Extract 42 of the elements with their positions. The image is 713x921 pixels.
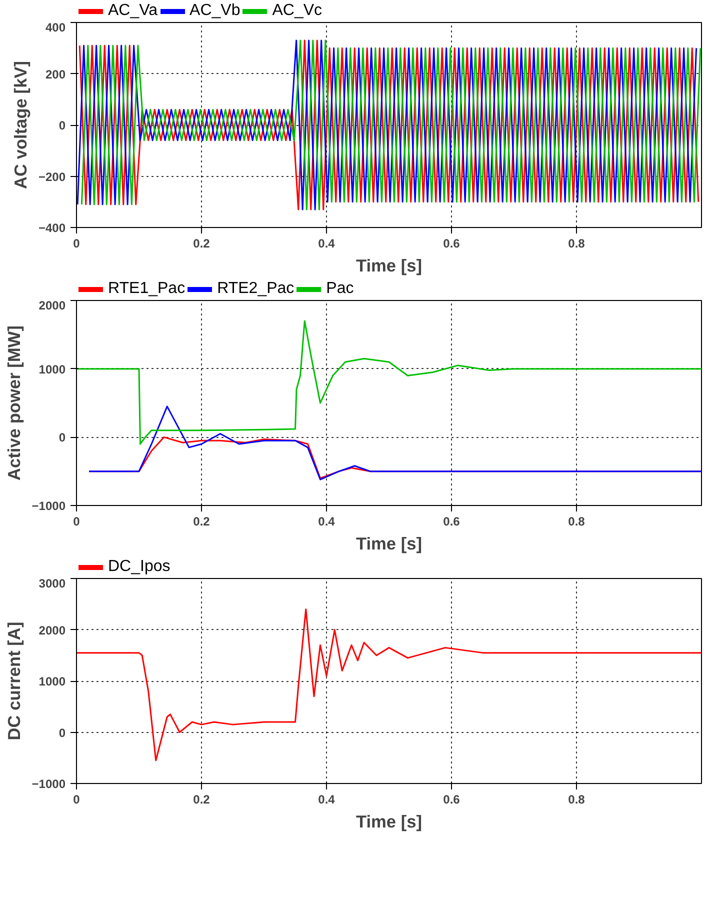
x-tick-label: 0.8 (568, 236, 586, 250)
y-tick-label: 0 (58, 726, 66, 740)
y-tick-label: 2000 (38, 623, 66, 638)
y-tick-label: 0 (58, 118, 66, 132)
legend-label: RTE1_Pac (108, 280, 186, 298)
y-tick-label: 3000 (38, 576, 66, 590)
x-tick-label: 0.6 (443, 236, 460, 250)
y-axis-title: Active power [MW] (4, 326, 24, 480)
y-axis-title: DC current [A] (4, 622, 24, 740)
legend-label: Pac (326, 280, 354, 298)
x-tick-label: 0 (73, 514, 80, 528)
y-tick-label: −1000 (32, 777, 66, 791)
y-tick-label: 0 (58, 430, 66, 445)
y-tick-label: 200 (45, 67, 66, 82)
x-tick-label: 0.8 (568, 514, 586, 528)
x-tick-label: 0.2 (193, 514, 210, 528)
y-tick-label: −200 (38, 170, 66, 184)
y-tick-label: 1000 (38, 362, 66, 376)
x-tick-label: 0 (73, 792, 80, 806)
legend-label: AC_Vb (190, 2, 240, 20)
x-tick-label: 0.6 (443, 792, 460, 806)
x-tick-label: 0.2 (193, 236, 210, 250)
x-tick-label: 0.2 (193, 792, 210, 806)
legend-label: AC_Va (108, 2, 158, 20)
legend-label: RTE2_Pac (217, 280, 294, 298)
x-axis-title: Time [s] (356, 256, 422, 276)
y-tick-label: 1000 (38, 674, 66, 688)
y-axis-title: AC voltage [kV] (10, 60, 30, 190)
x-tick-label: 0.8 (568, 792, 586, 806)
y-tick-label: 2000 (38, 298, 66, 312)
x-axis-title: Time [s] (356, 812, 422, 832)
x-tick-label: 0.4 (318, 514, 336, 528)
x-tick-label: 0.6 (443, 514, 460, 528)
y-tick-label: −1000 (32, 499, 66, 513)
x-tick-label: 0 (73, 236, 80, 250)
legend-label: DC_Ipos (108, 558, 170, 576)
y-tick-label: 400 (45, 20, 66, 34)
y-tick-label: −400 (38, 221, 66, 235)
x-tick-label: 0.4 (318, 792, 336, 806)
legend-label: AC_Vc (272, 2, 322, 20)
x-axis-title: Time [s] (356, 534, 422, 554)
x-tick-label: 0.4 (318, 236, 336, 250)
